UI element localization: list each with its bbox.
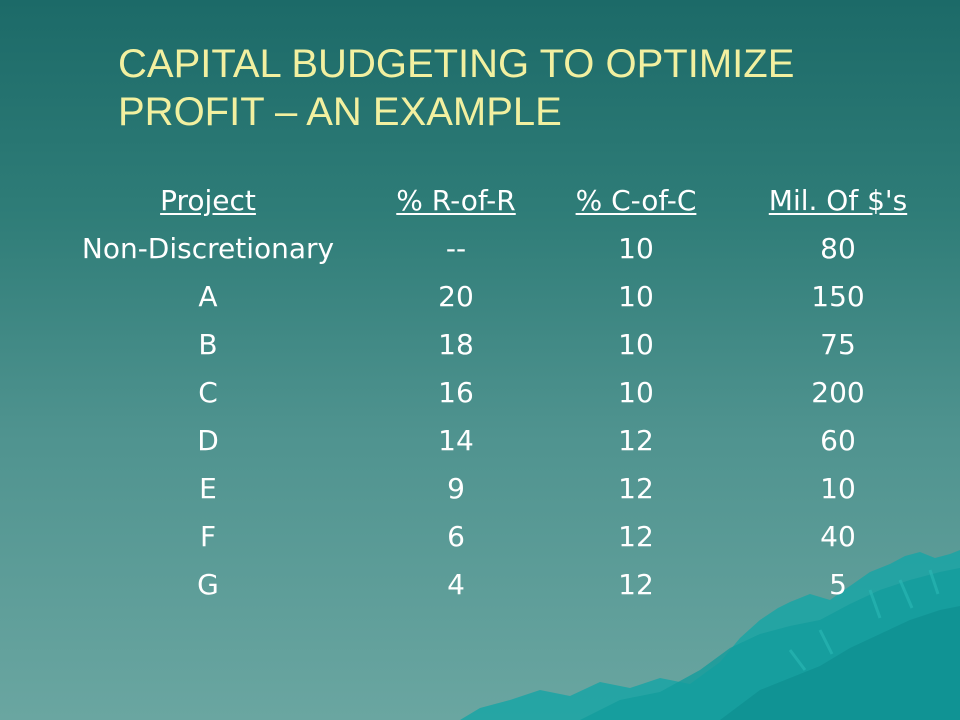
cell-rate-of-return: 20 <box>438 279 474 313</box>
cell-project: G <box>197 567 219 601</box>
cell-millions-dollars: 5 <box>829 567 847 601</box>
table-row: D 14 12 60 <box>40 416 940 464</box>
table-row: C 16 10 200 <box>40 368 940 416</box>
cell-millions-dollars: 75 <box>820 327 856 361</box>
cell-project: D <box>197 423 219 457</box>
cell-rate-of-return: 9 <box>447 471 465 505</box>
cell-project: A <box>198 279 218 313</box>
table-row: G 4 12 5 <box>40 560 940 608</box>
cell-project: E <box>199 471 217 505</box>
cell-project: F <box>199 519 217 553</box>
cell-cost-of-capital: 10 <box>618 231 654 265</box>
cell-cost-of-capital: 12 <box>618 423 654 457</box>
cell-cost-of-capital: 10 <box>618 375 654 409</box>
cell-millions-dollars: 10 <box>820 471 856 505</box>
table-row: F 6 12 40 <box>40 512 940 560</box>
cell-project: Non-Discretionary <box>81 231 335 265</box>
cell-rate-of-return: 18 <box>438 327 474 361</box>
table-row: A 20 10 150 <box>40 272 940 320</box>
column-header-cost-of-capital: % C-of-C <box>575 183 697 217</box>
cell-millions-dollars: 60 <box>820 423 856 457</box>
slide-title-line-2: PROFIT – AN EXAMPLE <box>118 90 562 134</box>
cell-rate-of-return: -- <box>445 231 467 265</box>
cell-rate-of-return: 6 <box>447 519 465 553</box>
column-header-rate-of-return: % R-of-R <box>396 183 516 217</box>
cell-cost-of-capital: 12 <box>618 519 654 553</box>
cell-project: C <box>198 375 218 409</box>
column-header-millions-dollars: Mil. Of $'s <box>768 183 908 217</box>
slide-title: CAPITAL BUDGETING TO OPTIMIZE PROFIT – A… <box>118 40 918 136</box>
slide-title-line-1: CAPITAL BUDGETING TO OPTIMIZE <box>118 42 795 86</box>
cell-cost-of-capital: 10 <box>618 279 654 313</box>
cell-millions-dollars: 40 <box>820 519 856 553</box>
cell-rate-of-return: 16 <box>438 375 474 409</box>
cell-millions-dollars: 200 <box>811 375 865 409</box>
projects-table: Project % R-of-R % C-of-C Mil. Of $'s No… <box>40 176 940 608</box>
cell-cost-of-capital: 10 <box>618 327 654 361</box>
cell-cost-of-capital: 12 <box>618 471 654 505</box>
cell-cost-of-capital: 12 <box>618 567 654 601</box>
table-row: E 9 12 10 <box>40 464 940 512</box>
cell-project: B <box>198 327 218 361</box>
column-header-project: Project <box>160 183 256 217</box>
table-row: Non-Discretionary -- 10 80 <box>40 224 940 272</box>
cell-millions-dollars: 150 <box>811 279 865 313</box>
cell-millions-dollars: 80 <box>820 231 856 265</box>
cell-rate-of-return: 14 <box>438 423 474 457</box>
table-row: B 18 10 75 <box>40 320 940 368</box>
mountain-decoration <box>460 550 960 720</box>
table-header-row: Project % R-of-R % C-of-C Mil. Of $'s <box>40 176 940 224</box>
cell-rate-of-return: 4 <box>447 567 465 601</box>
